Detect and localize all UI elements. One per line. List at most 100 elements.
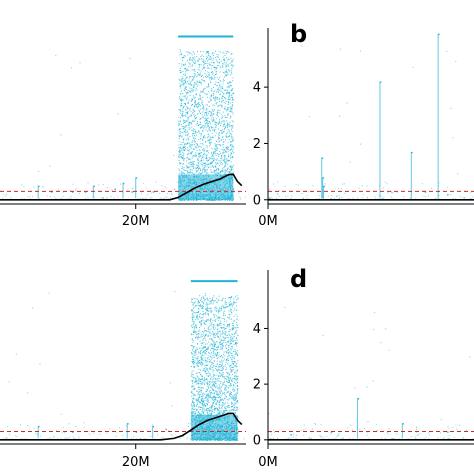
scatter-point	[209, 298, 211, 300]
scatter-point	[191, 89, 193, 91]
scatter-point	[218, 342, 220, 344]
scatter-point	[230, 64, 232, 66]
scatter-point	[205, 58, 207, 60]
scatter-point	[197, 162, 199, 164]
scatter-point	[193, 327, 195, 329]
scatter-point	[190, 152, 192, 154]
scatter-point	[199, 327, 201, 329]
scatter-point	[192, 108, 194, 110]
scatter-point	[215, 57, 217, 59]
scatter-point	[194, 74, 196, 76]
scatter-point	[221, 101, 223, 103]
scatter-point	[211, 77, 213, 79]
scatter-point	[197, 312, 199, 314]
scatter-point	[222, 136, 224, 138]
scatter-point	[205, 51, 207, 53]
scatter-point	[198, 81, 200, 83]
scatter-point	[179, 131, 181, 133]
scatter-point	[204, 199, 206, 201]
scatter-point	[207, 307, 209, 309]
scatter-point	[133, 438, 135, 440]
scatter-point	[206, 303, 208, 305]
scatter-point	[220, 130, 222, 132]
scatter-point	[327, 195, 329, 197]
scatter-point	[206, 51, 208, 53]
scatter-point	[192, 356, 194, 358]
scatter-point	[212, 403, 214, 405]
scatter-point	[203, 151, 205, 153]
scatter-point	[191, 398, 193, 400]
scatter-point	[222, 56, 224, 58]
scatter-point	[219, 172, 221, 174]
scatter-point	[209, 164, 211, 166]
scatter-point	[212, 72, 214, 74]
scatter-point	[228, 366, 230, 368]
scatter-point	[226, 399, 228, 401]
scatter-point	[185, 71, 187, 73]
scatter-point	[187, 121, 189, 123]
scatter-point	[198, 152, 200, 154]
scatter-point	[194, 119, 196, 121]
scatter-point	[217, 105, 219, 107]
scatter-point	[217, 91, 219, 93]
scatter-point	[216, 70, 218, 72]
scatter-point	[198, 352, 200, 354]
scatter-point	[187, 199, 189, 201]
scatter-point	[201, 354, 203, 356]
scatter-point	[210, 100, 212, 102]
scatter-point	[179, 86, 181, 88]
scatter-point	[210, 162, 212, 164]
scatter-point	[198, 411, 200, 413]
scatter-point	[222, 141, 224, 143]
scatter-point	[213, 75, 215, 77]
scatter-point	[209, 319, 211, 321]
scatter-point	[225, 395, 227, 397]
scatter-point	[198, 98, 200, 100]
scatter-point	[218, 405, 220, 407]
scatter-point	[42, 186, 44, 188]
scatter-point	[200, 359, 202, 361]
scatter-point	[182, 115, 184, 117]
scatter-point	[219, 66, 221, 68]
scatter-point	[199, 108, 201, 110]
scatter-point	[205, 324, 207, 326]
scatter-point	[210, 152, 212, 154]
scatter-point	[198, 131, 200, 133]
scatter-point	[165, 187, 167, 189]
scatter-point	[232, 171, 234, 173]
scatter-point	[211, 89, 213, 91]
scatter-point	[438, 182, 440, 184]
scatter-point	[229, 394, 231, 396]
scatter-point	[213, 349, 215, 351]
scatter-point	[316, 198, 318, 200]
scatter-point	[205, 339, 207, 341]
scatter-point	[380, 195, 382, 197]
scatter-point	[185, 91, 187, 93]
scatter-point	[203, 107, 205, 109]
scatter-point	[192, 161, 194, 163]
scatter-point	[223, 375, 225, 377]
scatter-point	[211, 158, 213, 160]
scatter-point	[203, 67, 205, 69]
scatter-point	[233, 187, 235, 189]
scatter-point	[194, 327, 196, 329]
scatter-point	[218, 168, 220, 170]
scatter-point	[231, 97, 233, 99]
scatter-point	[118, 427, 120, 429]
scatter-point	[198, 394, 200, 396]
scatter-point	[194, 59, 196, 61]
scatter-point	[205, 75, 207, 77]
scatter-point	[201, 393, 203, 395]
scatter-point	[208, 409, 210, 411]
scatter-point	[192, 79, 194, 81]
scatter-point	[212, 319, 214, 321]
scatter-point	[215, 378, 217, 380]
scatter-point	[200, 374, 202, 376]
scatter-point	[193, 316, 195, 318]
scatter-point	[194, 131, 196, 133]
scatter-point	[98, 184, 100, 186]
scatter-point	[223, 80, 225, 82]
scatter-point	[205, 409, 207, 411]
scatter-point	[200, 387, 202, 389]
scatter-point	[234, 333, 236, 335]
